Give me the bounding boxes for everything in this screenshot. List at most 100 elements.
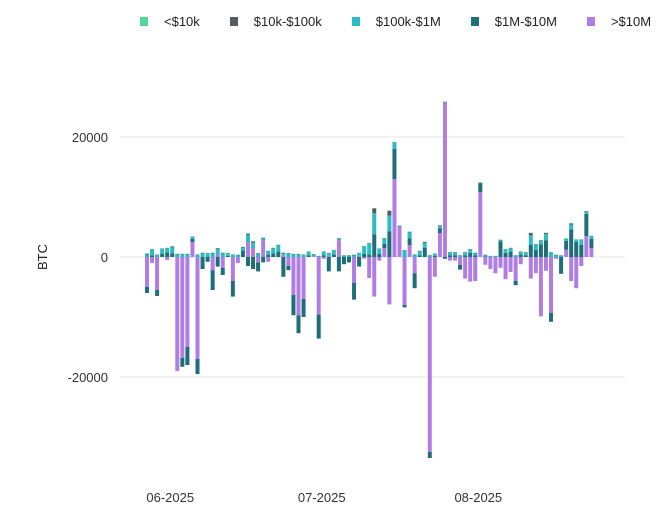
bar-stack[interactable] <box>347 255 351 263</box>
bar-stack[interactable] <box>407 231 412 258</box>
bar-stack[interactable] <box>352 254 357 300</box>
bar-stack[interactable] <box>220 252 225 276</box>
bar-stack[interactable] <box>271 247 276 257</box>
bar-stack[interactable] <box>336 238 341 272</box>
bar-stack[interactable] <box>210 252 215 291</box>
bar-stack[interactable] <box>341 255 346 265</box>
bar-stack[interactable] <box>564 238 569 257</box>
bar-stack[interactable] <box>155 254 160 296</box>
bar-stack[interactable] <box>574 239 579 289</box>
bar-segment <box>311 254 316 257</box>
bar-stack[interactable] <box>392 142 397 257</box>
bar-stack[interactable] <box>200 252 205 270</box>
bar-stack[interactable] <box>180 253 185 367</box>
bar-stack[interactable] <box>150 248 155 263</box>
bar-stack[interactable] <box>291 253 296 316</box>
bar-stack[interactable] <box>321 251 326 259</box>
bar-stack[interactable] <box>488 255 493 269</box>
bar-stack[interactable] <box>387 210 392 305</box>
bar-stack[interactable] <box>160 248 165 257</box>
bar-stack[interactable] <box>448 251 452 261</box>
bar-stack[interactable] <box>513 255 518 286</box>
bar-stack[interactable] <box>195 254 200 374</box>
bar-stack[interactable] <box>498 239 503 268</box>
legend-item-gt10m[interactable]: >$10M <box>586 14 651 29</box>
bar-stack[interactable] <box>427 254 432 458</box>
bar-stack[interactable] <box>261 237 266 263</box>
bar-stack[interactable] <box>402 250 407 308</box>
bar-stack[interactable] <box>538 239 543 317</box>
bar-stack[interactable] <box>473 252 478 282</box>
bar-stack[interactable] <box>382 238 387 257</box>
bar-stack[interactable] <box>442 101 447 259</box>
bar-stack[interactable] <box>362 245 367 259</box>
bar-stack[interactable] <box>145 253 149 293</box>
bar-stack[interactable] <box>417 250 422 257</box>
bar-stack[interactable] <box>523 251 528 257</box>
bar-stack[interactable] <box>377 248 382 261</box>
legend-item-1m-10m[interactable]: $1M-$10M <box>470 14 557 29</box>
bar-stack[interactable] <box>584 211 589 257</box>
legend-item-lt10k[interactable]: <$10k <box>140 14 200 29</box>
bar-stack[interactable] <box>422 241 427 257</box>
bar-stack[interactable] <box>458 255 463 270</box>
bar-stack[interactable] <box>230 254 235 297</box>
bar-stack[interactable] <box>412 254 417 289</box>
bar-stack[interactable] <box>589 235 594 257</box>
bar-segment <box>407 232 412 239</box>
bar-stack[interactable] <box>215 248 220 267</box>
bar-stack[interactable] <box>205 253 210 262</box>
bar-segment <box>347 255 351 257</box>
bar-stack[interactable] <box>306 251 311 257</box>
bar-stack[interactable] <box>432 253 437 277</box>
bar-stack[interactable] <box>569 223 574 281</box>
bar-stack[interactable] <box>483 254 488 265</box>
legend-item-10k-100k[interactable]: $10k-$100k <box>229 14 322 29</box>
bar-stack[interactable] <box>549 252 553 322</box>
bar-stack[interactable] <box>468 248 473 282</box>
bar-stack[interactable] <box>331 250 336 257</box>
bar-stack[interactable] <box>190 236 195 257</box>
bar-stack[interactable] <box>286 253 291 271</box>
bar-stack[interactable] <box>326 252 331 272</box>
bar-stack[interactable] <box>453 251 458 261</box>
bar-stack[interactable] <box>251 241 256 269</box>
legend-item-100k-1m[interactable]: $100k-$1M <box>351 14 441 29</box>
bar-stack[interactable] <box>503 248 508 280</box>
bar-stack[interactable] <box>518 251 523 265</box>
bar-stack[interactable] <box>528 232 533 279</box>
bar-segment <box>574 257 579 289</box>
bar-segment <box>200 257 205 269</box>
bar-stack[interactable] <box>301 254 306 317</box>
bar-stack[interactable] <box>372 208 377 297</box>
bar-stack[interactable] <box>437 224 442 257</box>
bar-stack[interactable] <box>579 239 584 266</box>
bar-stack[interactable] <box>508 247 513 272</box>
bar-stack[interactable] <box>543 232 548 271</box>
bar-stack[interactable] <box>316 255 321 339</box>
bar-stack[interactable] <box>463 251 468 279</box>
bar-stack[interactable] <box>225 252 230 257</box>
bar-stack[interactable] <box>367 242 372 278</box>
bar-stack[interactable] <box>175 253 180 371</box>
bar-stack[interactable] <box>235 254 240 263</box>
bar-stack[interactable] <box>493 255 498 274</box>
bar-stack[interactable] <box>165 247 170 260</box>
bar-stack[interactable] <box>311 254 316 257</box>
bar-stack[interactable] <box>170 246 175 257</box>
bar-stack[interactable] <box>240 246 245 257</box>
bar-stack[interactable] <box>246 233 250 266</box>
bar-stack[interactable] <box>533 244 538 274</box>
bar-stack[interactable] <box>281 252 286 277</box>
bar-stack[interactable] <box>266 250 271 262</box>
bar-segment <box>235 255 240 257</box>
bar-stack[interactable] <box>559 255 564 274</box>
bar-stack[interactable] <box>397 225 402 258</box>
bar-stack[interactable] <box>554 254 559 259</box>
bar-stack[interactable] <box>296 253 301 334</box>
bar-stack[interactable] <box>478 182 483 257</box>
bar-stack[interactable] <box>276 244 281 257</box>
bar-stack[interactable] <box>185 253 190 365</box>
bar-stack[interactable] <box>357 252 362 267</box>
bar-stack[interactable] <box>256 253 261 272</box>
